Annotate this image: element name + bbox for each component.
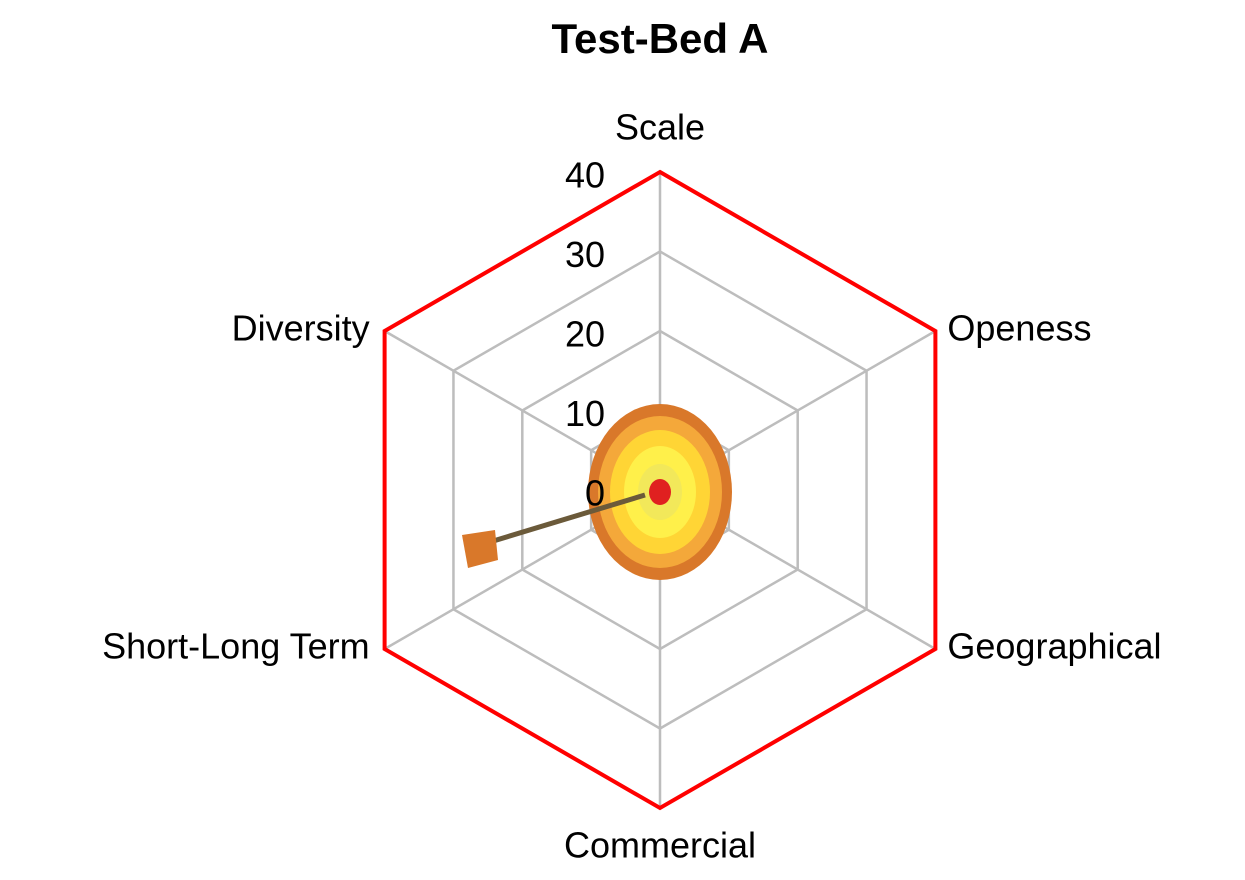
category-label: Commercial — [564, 825, 756, 866]
chart: Test-Bed A 0 10 20 30 40Scale Openess Geograph… — [0, 0, 1245, 880]
r-tick-label: 10 — [565, 393, 605, 434]
target-center — [649, 479, 671, 505]
category-label: Openess — [947, 308, 1091, 349]
r-tick-label: 20 — [565, 314, 605, 355]
category-label: Scale — [615, 107, 705, 148]
category-label: Geographical — [947, 626, 1161, 667]
r-tick-label: 40 — [565, 155, 605, 196]
category-label: Short-Long Term — [102, 626, 369, 667]
r-tick-label: 30 — [565, 234, 605, 275]
r-tick-label: 0 — [585, 473, 605, 514]
arrow-fletching — [462, 530, 498, 568]
chart-title: Test-Bed A — [551, 15, 768, 62]
category-label: Diversity — [232, 308, 370, 349]
